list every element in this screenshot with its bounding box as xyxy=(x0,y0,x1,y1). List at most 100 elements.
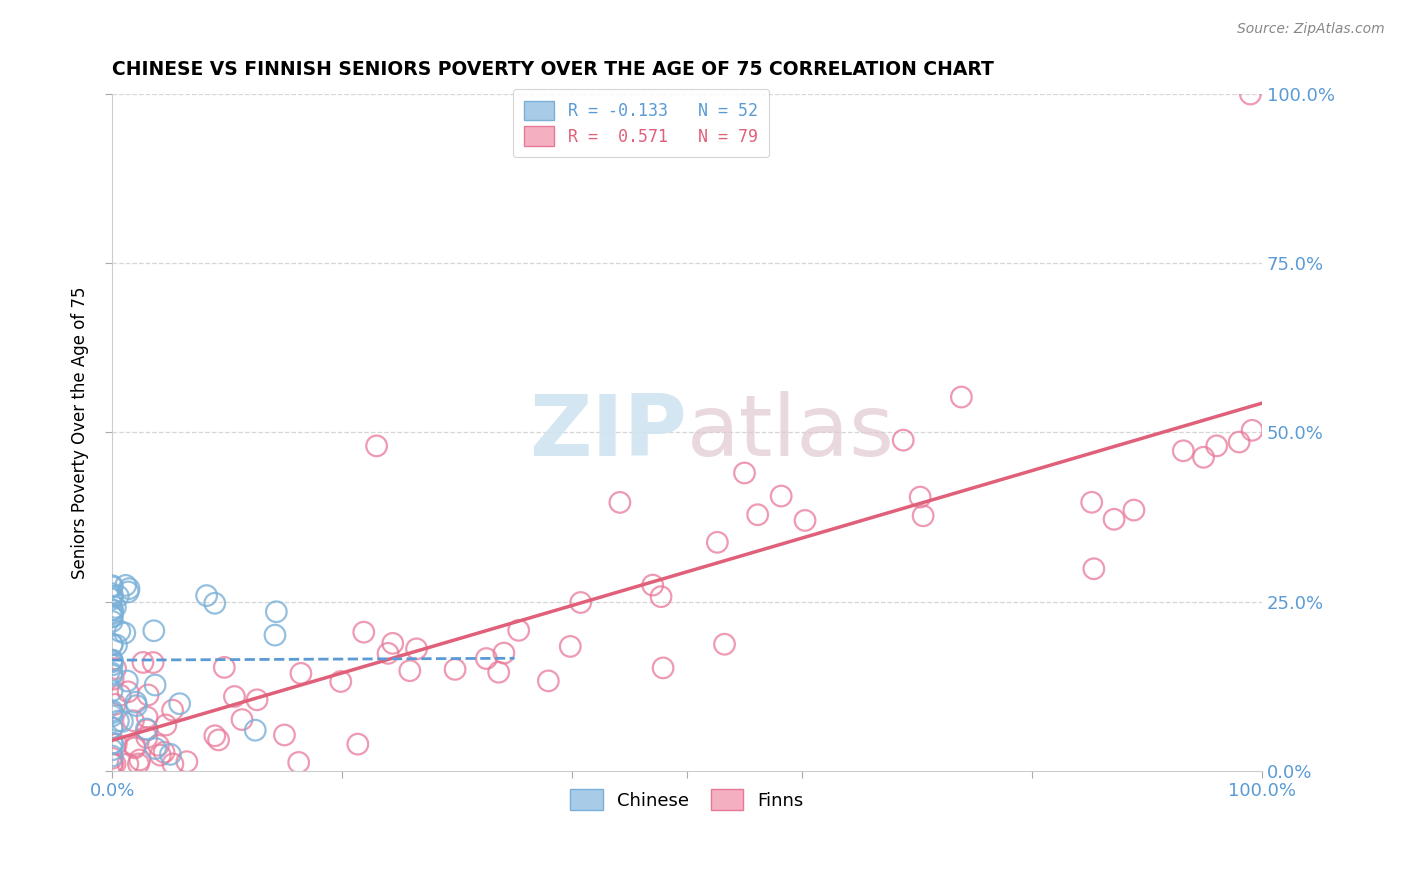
Point xyxy=(111,714,134,729)
Point xyxy=(101,751,124,765)
Point xyxy=(101,749,124,764)
Point xyxy=(101,704,124,718)
Point xyxy=(488,665,510,680)
Point xyxy=(101,579,124,593)
Point xyxy=(101,587,124,601)
Point xyxy=(475,651,498,665)
Point xyxy=(162,756,184,771)
Point xyxy=(101,637,124,651)
Point xyxy=(508,624,530,638)
Point xyxy=(132,656,155,670)
Point xyxy=(104,662,127,676)
Point xyxy=(101,607,124,621)
Point xyxy=(127,756,149,771)
Point xyxy=(650,590,672,604)
Point xyxy=(101,655,124,669)
Point xyxy=(266,605,288,619)
Point xyxy=(770,489,793,503)
Point xyxy=(444,662,467,676)
Point xyxy=(125,695,148,709)
Point xyxy=(101,592,124,607)
Point xyxy=(652,661,675,675)
Point xyxy=(108,624,131,639)
Point xyxy=(1192,450,1215,465)
Point xyxy=(148,738,170,752)
Point xyxy=(353,625,375,640)
Point xyxy=(641,578,664,592)
Point xyxy=(329,674,352,689)
Point xyxy=(101,657,124,672)
Point xyxy=(734,466,756,480)
Point xyxy=(128,753,150,767)
Point xyxy=(110,688,132,702)
Point xyxy=(101,721,124,735)
Point xyxy=(101,580,124,594)
Point xyxy=(136,723,159,737)
Point xyxy=(124,739,146,754)
Text: atlas: atlas xyxy=(688,391,896,474)
Point xyxy=(135,722,157,736)
Point xyxy=(537,673,560,688)
Point xyxy=(101,756,124,771)
Point xyxy=(101,666,124,681)
Point xyxy=(1205,439,1227,453)
Point xyxy=(224,690,246,704)
Point xyxy=(1239,87,1261,101)
Point xyxy=(176,755,198,769)
Point xyxy=(114,626,136,640)
Point xyxy=(101,668,124,682)
Point xyxy=(104,698,127,712)
Point xyxy=(246,693,269,707)
Point xyxy=(101,683,124,698)
Point xyxy=(101,638,124,652)
Point xyxy=(1173,443,1195,458)
Point xyxy=(145,741,167,756)
Point xyxy=(125,698,148,713)
Point xyxy=(101,743,124,757)
Point xyxy=(105,737,128,751)
Point xyxy=(104,756,127,771)
Point xyxy=(103,672,125,686)
Point xyxy=(159,747,181,762)
Point xyxy=(101,708,124,723)
Point xyxy=(101,706,124,720)
Point xyxy=(1080,495,1102,509)
Y-axis label: Seniors Poverty Over the Age of 75: Seniors Poverty Over the Age of 75 xyxy=(72,286,89,579)
Point xyxy=(101,721,124,735)
Point xyxy=(207,733,229,747)
Point xyxy=(377,646,399,660)
Point xyxy=(101,653,124,667)
Point xyxy=(245,723,267,738)
Point xyxy=(204,729,226,743)
Point xyxy=(231,713,253,727)
Point xyxy=(381,636,404,650)
Text: Source: ZipAtlas.com: Source: ZipAtlas.com xyxy=(1237,22,1385,37)
Point xyxy=(492,646,515,660)
Point xyxy=(195,589,218,603)
Point xyxy=(1122,503,1144,517)
Point xyxy=(104,600,127,615)
Point xyxy=(142,624,165,638)
Point xyxy=(101,653,124,667)
Point xyxy=(101,737,124,751)
Point xyxy=(101,603,124,617)
Point xyxy=(713,637,735,651)
Point xyxy=(912,508,935,523)
Point xyxy=(214,660,236,674)
Legend: Chinese, Finns: Chinese, Finns xyxy=(558,776,817,822)
Point xyxy=(107,589,129,603)
Point xyxy=(366,439,388,453)
Point xyxy=(398,664,420,678)
Point xyxy=(1241,423,1264,437)
Point xyxy=(122,714,145,728)
Point xyxy=(136,710,159,724)
Point xyxy=(155,718,177,732)
Point xyxy=(101,589,124,603)
Text: CHINESE VS FINNISH SENIORS POVERTY OVER THE AGE OF 75 CORRELATION CHART: CHINESE VS FINNISH SENIORS POVERTY OVER … xyxy=(112,60,994,78)
Text: ZIP: ZIP xyxy=(529,391,688,474)
Point xyxy=(101,736,124,750)
Point xyxy=(609,495,631,509)
Point xyxy=(105,638,128,652)
Point xyxy=(1227,435,1250,450)
Point xyxy=(117,756,139,771)
